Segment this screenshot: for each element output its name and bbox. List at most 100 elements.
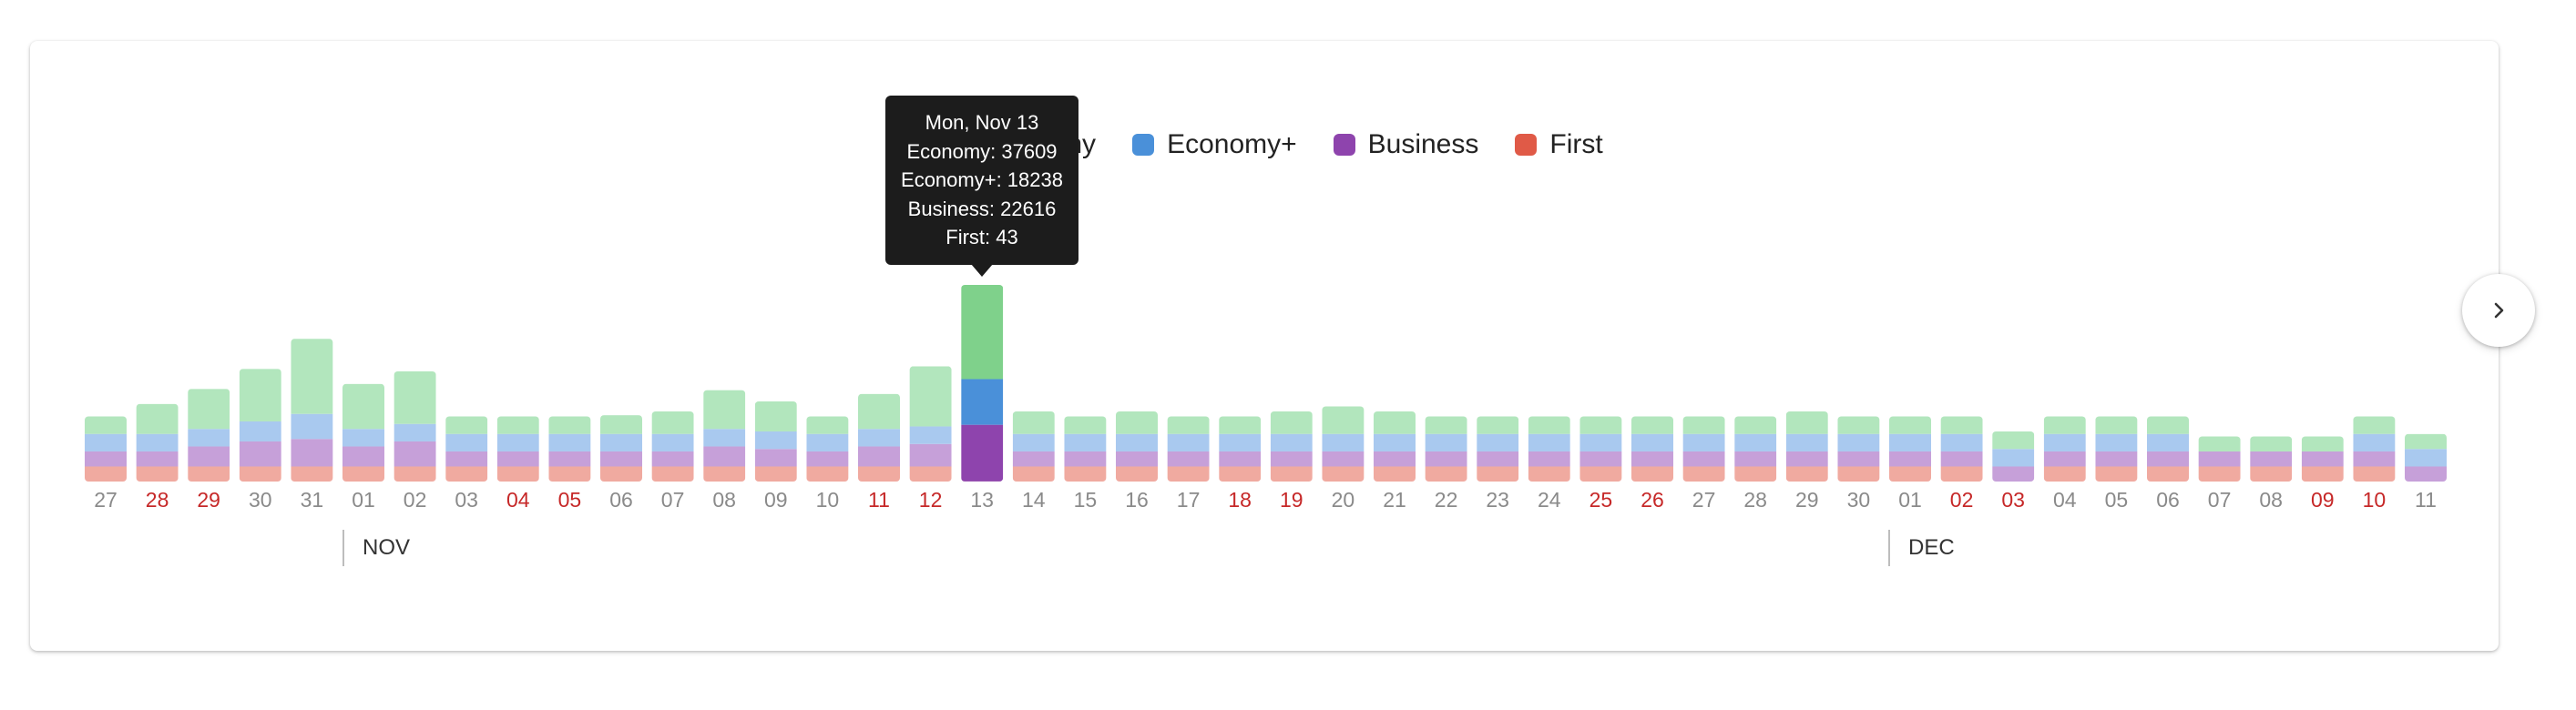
bar-03[interactable] — [1992, 431, 2035, 482]
x-tick-label: 03 — [455, 488, 478, 512]
bar-segment-economy — [858, 393, 900, 430]
bar-segment-economy-plus — [961, 379, 1004, 425]
next-button[interactable] — [2462, 274, 2535, 347]
bar-segment-business — [1837, 451, 1880, 467]
bar-segment-business — [600, 451, 642, 467]
bar-17[interactable] — [1167, 416, 1210, 482]
bar-21[interactable] — [1374, 411, 1416, 482]
x-tick-label: 11 — [2415, 488, 2437, 512]
bar-16[interactable] — [1116, 411, 1158, 482]
bar-07[interactable] — [2198, 436, 2241, 482]
bar-segment-business — [1425, 451, 1467, 467]
bar-11[interactable] — [858, 393, 900, 482]
bar-30[interactable] — [1837, 416, 1880, 482]
bar-22[interactable] — [1425, 416, 1467, 482]
bar-14[interactable] — [1012, 411, 1055, 482]
bar-15[interactable] — [1064, 416, 1107, 482]
x-tick-label: 09 — [764, 488, 788, 512]
bar-29[interactable] — [1785, 411, 1828, 482]
bar-segment-first — [1270, 466, 1313, 482]
bar-segment-first — [1374, 466, 1416, 482]
bar-segment-business — [2405, 466, 2447, 482]
bar-segment-economy-plus — [291, 413, 333, 440]
bar-segment-business — [909, 443, 952, 467]
bar-segment-economy — [2353, 416, 2396, 434]
bar-04[interactable] — [2043, 416, 2086, 482]
tooltip-economy-plus: Economy+: 18238 — [901, 168, 1063, 191]
bar-28[interactable] — [1734, 416, 1777, 482]
x-tick-label: 22 — [1435, 488, 1458, 512]
bar-segment-business — [858, 446, 900, 467]
bar-08[interactable] — [703, 390, 746, 482]
bar-05[interactable] — [548, 416, 591, 482]
legend-label-first: First — [1549, 129, 1603, 159]
bar-segment-business — [1579, 451, 1622, 467]
bar-segment-economy — [548, 416, 591, 434]
bar-28[interactable] — [136, 403, 179, 482]
bar-10[interactable] — [806, 416, 849, 482]
bar-05[interactable] — [2095, 416, 2138, 482]
bar-segment-economy — [445, 416, 488, 434]
x-tick-label: 05 — [2105, 488, 2129, 512]
bar-08[interactable] — [2250, 436, 2293, 482]
bar-segment-first — [858, 466, 900, 482]
legend-item-business[interactable]: Business — [1333, 129, 1478, 160]
bar-26[interactable] — [1631, 416, 1673, 482]
tooltip-first: First: 43 — [946, 226, 1018, 248]
bar-09[interactable] — [2301, 436, 2344, 482]
bar-27[interactable] — [85, 416, 127, 482]
bar-27[interactable] — [1682, 416, 1725, 482]
legend-swatch-business — [1333, 134, 1355, 156]
bar-segment-economy — [1528, 416, 1570, 434]
bar-03[interactable] — [445, 416, 488, 482]
bar-segment-first — [548, 466, 591, 482]
bar-segment-business — [2353, 451, 2396, 467]
bar-12[interactable] — [909, 366, 952, 482]
bar-23[interactable] — [1477, 416, 1519, 482]
bar-segment-economy-plus — [1219, 433, 1262, 451]
bar-25[interactable] — [1579, 416, 1622, 482]
bar-09[interactable] — [754, 401, 797, 482]
bar-06[interactable] — [2147, 416, 2189, 482]
bar-11[interactable] — [2405, 433, 2447, 482]
bar-02[interactable] — [1940, 416, 1983, 482]
bar-10[interactable] — [2353, 416, 2396, 482]
bar-24[interactable] — [1528, 416, 1570, 482]
month-label-nov: NOV — [342, 530, 410, 566]
bar-segment-business — [2147, 451, 2189, 467]
bar-segment-business — [1064, 451, 1107, 467]
bar-01[interactable] — [342, 383, 384, 482]
bar-segment-economy-plus — [445, 433, 488, 451]
bar-18[interactable] — [1219, 416, 1262, 482]
bar-segment-business — [1477, 451, 1519, 467]
bar-13[interactable] — [961, 285, 1004, 482]
bar-31[interactable] — [291, 339, 333, 482]
legend-item-economy-plus[interactable]: Economy+ — [1132, 129, 1297, 160]
bar-segment-economy-plus — [1012, 433, 1055, 451]
bar-20[interactable] — [1322, 406, 1365, 482]
bar-19[interactable] — [1270, 411, 1313, 482]
bar-segment-first — [2250, 466, 2293, 482]
bar-04[interactable] — [496, 416, 539, 482]
x-tick-label: 08 — [2259, 488, 2283, 512]
bar-segment-first — [1167, 466, 1210, 482]
x-tick-label: 21 — [1383, 488, 1406, 512]
bar-segment-business — [1889, 451, 1931, 467]
bar-segment-economy — [1374, 411, 1416, 434]
x-tick-label: 05 — [558, 488, 582, 512]
bar-06[interactable] — [600, 415, 642, 482]
bar-segment-business — [1734, 451, 1777, 467]
bar-segment-economy — [806, 416, 849, 434]
x-tick-label: 30 — [249, 488, 272, 512]
bar-segment-first — [1837, 466, 1880, 482]
bar-01[interactable] — [1889, 416, 1931, 482]
bar-segment-economy — [496, 416, 539, 434]
bar-30[interactable] — [239, 369, 281, 482]
bar-07[interactable] — [651, 411, 694, 482]
x-tick-label: 06 — [609, 488, 633, 512]
bar-segment-economy — [1477, 416, 1519, 434]
bar-02[interactable] — [394, 370, 436, 482]
bar-29[interactable] — [188, 389, 230, 482]
bar-segment-first — [1528, 466, 1570, 482]
legend-item-first[interactable]: First — [1515, 129, 1603, 160]
